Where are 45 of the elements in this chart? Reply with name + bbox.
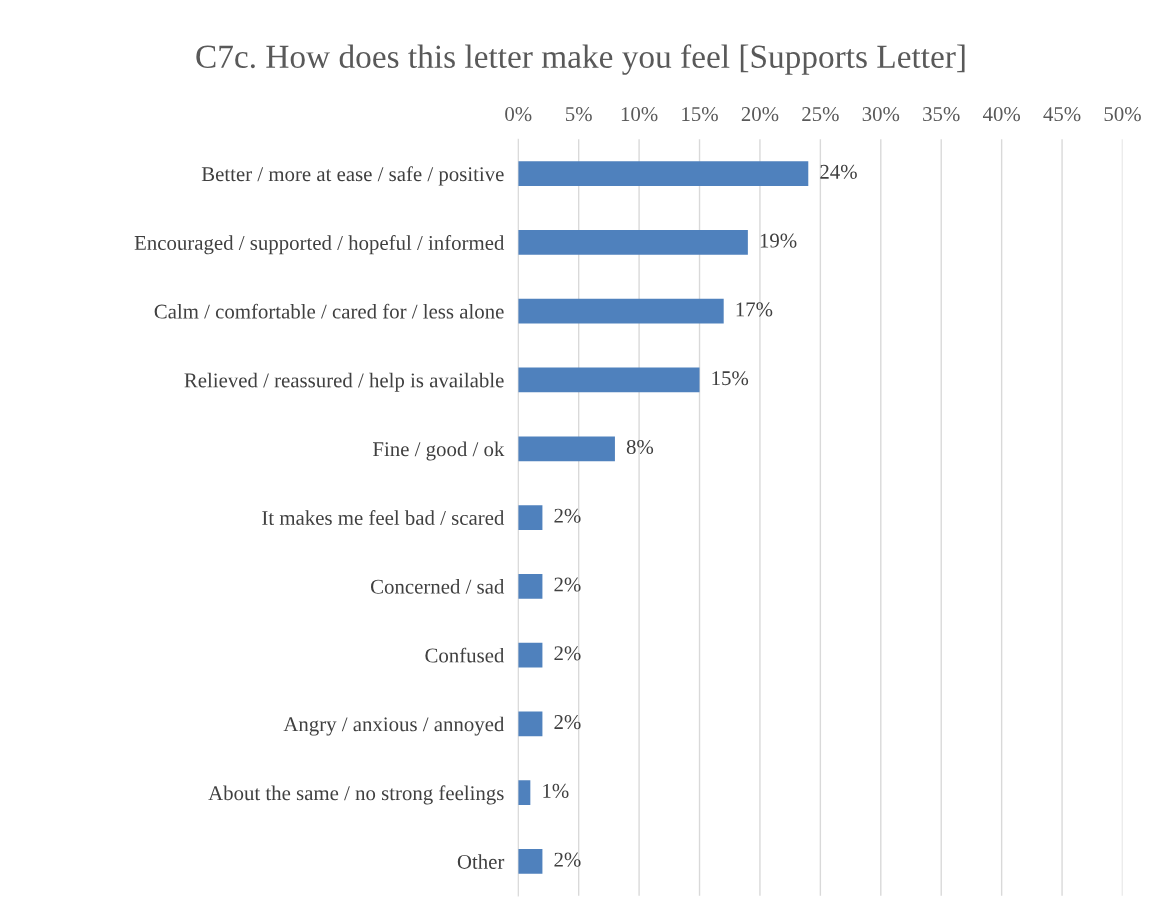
x-tick-label: 25% [802, 107, 839, 122]
x-tick-label: 0% [505, 107, 532, 122]
bar [518, 161, 809, 186]
y-tick-label: Encouraged / supported / hopeful / informed [134, 235, 505, 255]
x-tick-label: 5% [566, 107, 592, 122]
bar [518, 230, 748, 255]
bar [518, 573, 543, 599]
bar [518, 711, 543, 737]
data-label: 2% [554, 577, 581, 592]
bar [518, 436, 615, 462]
bar [518, 367, 700, 393]
y-tick-label: About the same / no strong feelings [208, 785, 504, 805]
data-label: 1% [543, 783, 569, 798]
y-tick-label: Fine / good / ok [373, 441, 505, 461]
chart-title: C7c. How does this letter make you feel [Supports Letter] [196, 44, 965, 75]
x-tick-label: 50% [1104, 107, 1141, 122]
bar [518, 849, 543, 874]
y-tick-label: It makes me feel bad / scared [262, 510, 505, 525]
y-tick-label: Calm / comfortable / cared for / less alone [154, 303, 504, 319]
x-tick-label: 40% [982, 107, 1021, 122]
x-tick-label: 10% [621, 107, 658, 122]
y-tick-label: Confused [425, 647, 505, 663]
bar [518, 505, 543, 530]
y-tick-label: Concerned / sad [371, 579, 505, 594]
x-tick-label: 30% [862, 107, 900, 122]
data-label: 24% [820, 164, 857, 179]
data-label: 2% [554, 715, 581, 730]
y-tick-label: Other [457, 854, 505, 869]
data-label: 2% [554, 508, 581, 523]
data-label: 15% [712, 371, 749, 386]
bar [518, 780, 531, 806]
data-label: 17% [736, 302, 773, 317]
y-tick-label: Relieved / reassured / help is available [184, 372, 504, 392]
data-label: 19% [760, 233, 797, 248]
y-tick-label: Better / more at ease / safe / positive [201, 166, 504, 186]
data-label: 2% [554, 646, 581, 661]
data-label: 8% [626, 439, 654, 455]
x-tick-label: 20% [741, 107, 779, 122]
y-tick-label: Angry / anxious / annoyed [283, 716, 505, 736]
x-tick-label: 35% [923, 107, 960, 122]
data-label: 2% [554, 852, 581, 867]
x-tick-label: 15% [682, 107, 718, 122]
x-tick-label: 45% [1043, 107, 1081, 122]
bar [518, 642, 543, 668]
bar [518, 298, 724, 324]
